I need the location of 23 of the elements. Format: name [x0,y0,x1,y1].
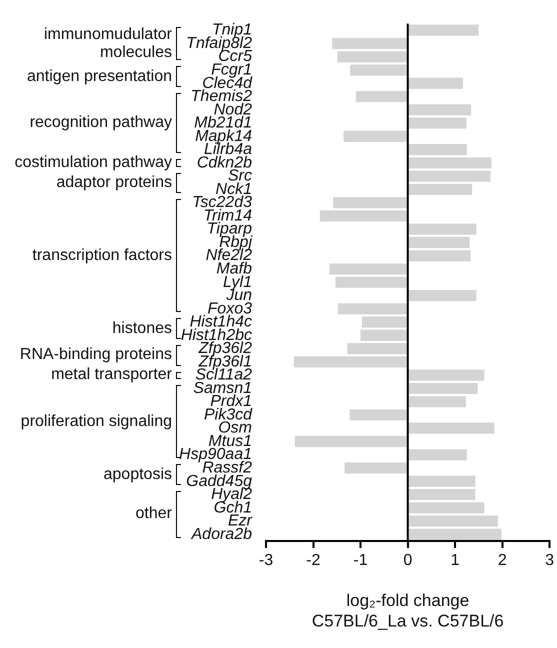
text: metal transporter [50,366,172,384]
x-tick-label: 2 [498,552,507,570]
x-tick-label: -2 [306,552,320,570]
text: antigen presentation [26,68,172,86]
text: other [134,505,172,524]
text: RNA-binding proteins [18,346,172,364]
x-axis-title: log₂-fold change C57BL/6_La vs. C57BL/6 [312,591,504,630]
text: apoptosis [102,466,172,484]
text: immunomudulator molecules [42,26,172,62]
text: adaptor proteins [55,174,172,192]
x-tick-label: 1 [450,552,460,570]
text: histones [111,320,172,338]
text: recognition pathway [28,114,172,132]
y-tick-label: Rbpj [219,234,252,251]
text: transcription factors [31,246,172,265]
x-tick-label: -1 [353,552,368,570]
y-tick-label: Lyl1 [222,274,252,291]
text: proliferation signaling [20,412,172,431]
x-tick-label: 0 [403,552,412,570]
text: costimulation pathway [14,154,172,172]
x-tick-label: 3 [545,552,554,570]
x-tick-label: -3 [258,552,274,570]
y-tick-label: Hsp90aa1 [179,446,252,464]
